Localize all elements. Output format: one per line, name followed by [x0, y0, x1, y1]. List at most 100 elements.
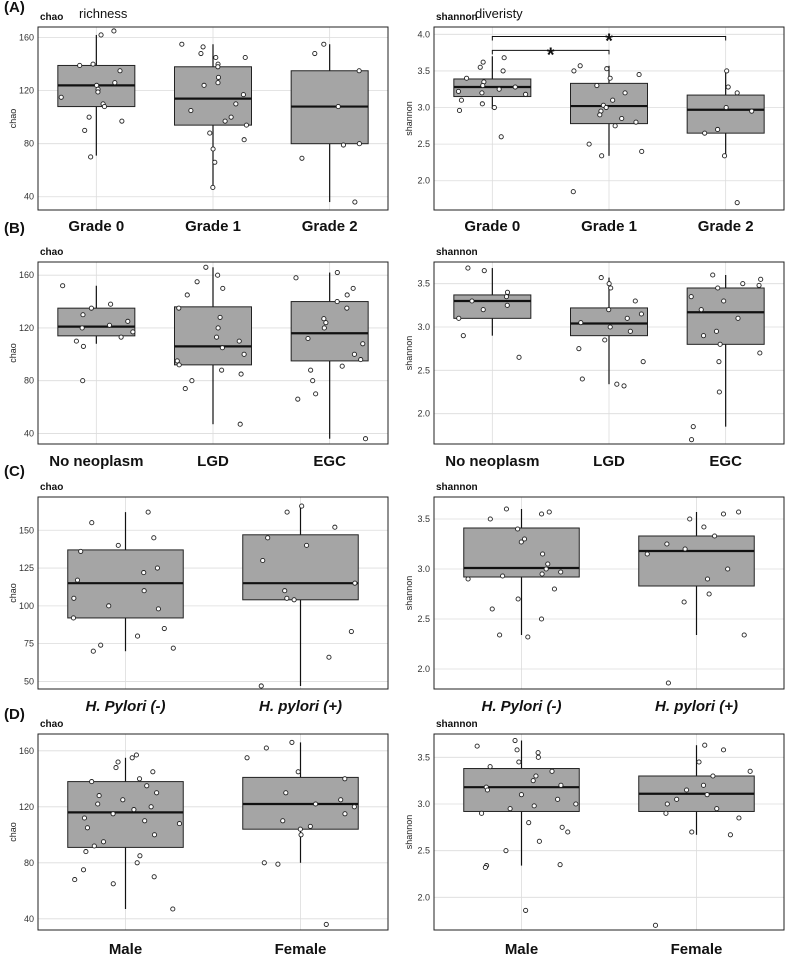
- data-point: [220, 285, 226, 291]
- data-point: [312, 50, 318, 57]
- data-point: [619, 115, 625, 122]
- data-point: [321, 41, 327, 47]
- data-point: [747, 768, 753, 774]
- y-tick-label: 2.0: [417, 892, 430, 902]
- significance-star: *: [547, 44, 555, 66]
- x-category-label: Grade 1: [581, 218, 637, 235]
- data-point: [203, 264, 209, 270]
- data-point: [701, 524, 707, 530]
- data-point: [120, 797, 126, 803]
- data-point: [571, 68, 577, 74]
- data-point: [549, 768, 555, 774]
- x-category-label: LGD: [593, 453, 625, 470]
- data-point: [682, 546, 688, 552]
- data-point: [606, 281, 612, 287]
- data-point: [282, 588, 288, 594]
- data-point: [512, 84, 518, 90]
- box-1: [67, 752, 184, 912]
- data-point: [578, 320, 584, 326]
- data-point: [526, 820, 532, 826]
- panel-title: shannon: [436, 12, 478, 23]
- data-point: [710, 272, 716, 278]
- data-point: [308, 367, 314, 373]
- data-point: [688, 294, 694, 300]
- data-point: [261, 860, 267, 866]
- data-point: [88, 305, 94, 311]
- data-point: [720, 511, 727, 517]
- significance-bracket: [491, 36, 727, 41]
- data-point: [503, 294, 510, 300]
- y-tick-label: 75: [24, 639, 34, 649]
- x-category-label: H. pylori (+): [259, 698, 342, 715]
- data-point: [137, 853, 143, 859]
- panel-label: (B): [4, 220, 25, 237]
- data-point: [558, 782, 564, 788]
- data-point: [189, 378, 195, 384]
- y-tick-label: 80: [24, 139, 34, 149]
- data-point: [174, 358, 180, 364]
- data-point: [289, 739, 295, 745]
- x-category-label: H. Pylori (-): [85, 698, 165, 715]
- y-tick-label: 125: [19, 563, 34, 573]
- data-point: [503, 506, 509, 512]
- data-point: [702, 130, 708, 136]
- chart-panel-6: shannon 2.0 2.5 3.0 3.5 shannon H. Pylori (-) H…: [404, 482, 785, 715]
- data-point: [713, 328, 720, 334]
- data-point: [106, 322, 113, 328]
- data-point: [284, 595, 290, 601]
- box-1: [453, 265, 532, 360]
- data-point: [565, 829, 571, 835]
- plot-frame: [37, 26, 389, 211]
- data-point: [95, 89, 101, 95]
- data-point: [531, 803, 537, 809]
- data-point: [734, 200, 740, 206]
- box-1: [57, 28, 136, 160]
- data-point: [350, 285, 356, 291]
- box-iqr: [242, 534, 359, 601]
- data-point: [557, 862, 563, 868]
- data-point: [151, 535, 157, 541]
- box-2: [174, 264, 252, 427]
- data-point: [465, 265, 471, 271]
- box-2: [570, 63, 648, 195]
- y-tick-label: 40: [24, 914, 34, 924]
- data-point: [504, 289, 511, 295]
- data-point: [150, 769, 156, 775]
- data-point: [607, 324, 613, 330]
- data-point: [558, 569, 564, 575]
- data-point: [551, 586, 557, 592]
- data-point: [265, 535, 271, 541]
- data-point: [233, 101, 239, 107]
- chart-panel-4: shannon 2.0 2.5 3.0 3.5 shannon No neoplasm LGD…: [404, 247, 785, 470]
- data-point: [717, 341, 723, 347]
- panel-title: chao: [40, 482, 63, 493]
- box-iqr: [453, 294, 532, 319]
- data-point: [338, 797, 344, 803]
- box-3: [686, 68, 765, 206]
- data-point: [118, 334, 124, 340]
- plot-frame: [433, 26, 785, 211]
- data-point: [80, 343, 86, 349]
- data-point: [90, 648, 96, 654]
- data-point: [504, 302, 510, 308]
- y-tick-label: 2.5: [417, 139, 430, 149]
- data-point: [469, 298, 475, 304]
- box-iqr: [67, 781, 184, 848]
- plot-frame: [433, 496, 785, 690]
- data-point: [219, 345, 225, 351]
- data-point: [351, 804, 357, 810]
- data-point: [664, 801, 670, 807]
- data-point: [215, 64, 221, 70]
- data-point: [241, 137, 247, 143]
- data-point: [113, 765, 119, 771]
- box-2: [174, 41, 252, 191]
- box-3: [290, 41, 369, 205]
- data-point: [161, 625, 167, 632]
- data-point: [456, 107, 463, 113]
- y-tick-label: 160: [19, 746, 34, 756]
- x-category-label: H. pylori (+): [655, 698, 738, 715]
- data-point: [474, 743, 480, 749]
- data-point: [91, 843, 97, 849]
- data-point: [176, 362, 182, 368]
- panel-title: chao: [40, 719, 63, 730]
